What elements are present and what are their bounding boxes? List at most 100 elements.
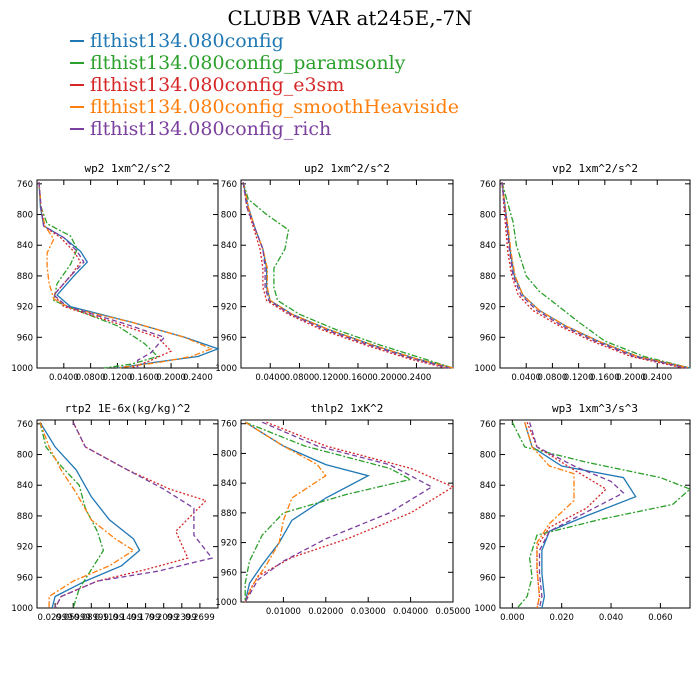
x-tick-label: 0.1600	[590, 373, 620, 383]
legend-line-icon	[70, 40, 84, 42]
plot-frame	[36, 179, 219, 369]
series-line	[501, 182, 691, 369]
plot-frame	[240, 419, 454, 603]
legend-line-icon	[70, 106, 84, 108]
y-tick-label: 880	[480, 512, 496, 522]
x-tick-label: 0.000	[500, 613, 524, 623]
figure-title: CLUBB VAR at245E,-7N	[227, 6, 473, 30]
series-line	[39, 421, 141, 609]
series-line	[39, 422, 105, 609]
legend-entry: flthist134.080config	[70, 30, 459, 52]
y-tick-label: 1000	[474, 364, 496, 374]
y-tick-label: 920	[480, 543, 496, 553]
y-tick-label: 760	[17, 180, 33, 190]
x-tick-label: 0.08999	[74, 613, 109, 623]
y-tick-label: 840	[17, 481, 33, 491]
legend-entry: flthist134.080config_rich	[70, 118, 459, 140]
plot-frame	[36, 419, 219, 609]
y-tick-label: 960	[480, 573, 496, 583]
legend-line-icon	[70, 62, 84, 64]
x-tick-label: 0.1200	[564, 373, 594, 383]
y-tick-label: 840	[221, 241, 237, 251]
x-tick-label: 0.2000	[156, 373, 186, 383]
series-line	[242, 182, 454, 369]
series-line	[242, 182, 446, 369]
x-tick-label: 0.1600	[129, 373, 159, 383]
series-line	[501, 182, 691, 369]
y-tick-label: 760	[221, 180, 237, 190]
series-line	[242, 182, 454, 369]
x-tick-label: 0.05999	[56, 613, 91, 623]
x-tick-label: 0.2000	[616, 373, 646, 383]
x-tick-label: 0.1600	[343, 373, 373, 383]
legend-entry: flthist134.080config_smoothHeaviside	[70, 96, 459, 118]
y-tick-label: 920	[17, 303, 33, 313]
y-tick-label: 960	[17, 573, 33, 583]
y-tick-label: 960	[221, 333, 237, 343]
y-tick-label: 800	[480, 451, 496, 461]
x-tick-label: 0.060	[648, 613, 672, 623]
y-tick-label: 800	[480, 211, 496, 221]
x-tick-label: 0.0800	[285, 373, 315, 383]
x-tick-label: 0.1200	[314, 373, 344, 383]
legend-label: flthist134.080config_rich	[90, 118, 332, 140]
x-tick-label: 0.02999	[38, 613, 73, 623]
series-line	[524, 422, 575, 609]
y-tick-label: 760	[480, 180, 496, 190]
x-tick-label: 0.05000	[435, 607, 470, 617]
legend-entry: flthist134.080config_e3sm	[70, 74, 459, 96]
legend-label: flthist134.080config_smoothHeaviside	[90, 96, 459, 118]
series-line	[244, 421, 434, 603]
x-tick-label: 0.0400	[511, 373, 541, 383]
y-tick-label: 800	[221, 449, 237, 459]
series-line	[39, 422, 135, 608]
x-tick-label: 0.01000	[266, 607, 301, 617]
y-tick-label: 760	[17, 420, 33, 430]
y-tick-label: 800	[17, 211, 33, 221]
series-line	[38, 182, 159, 369]
panel-title: up2 1xm^2/s^2	[304, 162, 390, 175]
panel-title: thlp2 1xK^2	[311, 402, 384, 415]
series-line	[244, 421, 327, 603]
legend-label: flthist134.080config	[90, 30, 284, 52]
x-tick-label: 0.1499	[113, 613, 143, 623]
y-tick-label: 920	[221, 539, 237, 549]
x-tick-label: 0.1200	[103, 373, 133, 383]
plot-frame	[499, 179, 691, 369]
x-tick-label: 0.2400	[642, 373, 672, 383]
x-tick-label: 0.0400	[49, 373, 79, 383]
y-tick-label: 840	[480, 481, 496, 491]
series-line	[38, 182, 166, 368]
x-tick-label: 0.2400	[183, 373, 213, 383]
y-tick-label: 960	[480, 333, 496, 343]
x-tick-label: 0.03000	[351, 607, 386, 617]
y-tick-label: 880	[17, 272, 33, 282]
x-tick-label: 0.1799	[131, 613, 161, 623]
y-tick-label: 800	[221, 211, 237, 221]
series-line	[511, 422, 692, 609]
x-tick-label: 0.020	[550, 613, 574, 623]
legend-entry: flthist134.080config_paramsonly	[70, 52, 459, 74]
y-tick-label: 760	[221, 420, 237, 430]
series-line	[501, 182, 687, 369]
series-line	[244, 421, 413, 602]
panel-title: wp3 1xm^3/s^3	[552, 402, 638, 415]
series-line	[528, 422, 625, 609]
series-line	[501, 182, 684, 369]
x-tick-label: 0.040	[599, 613, 623, 623]
y-tick-label: 960	[221, 568, 237, 578]
y-tick-label: 1000	[11, 364, 33, 374]
x-tick-label: 0.2000	[372, 373, 402, 383]
series-line	[54, 422, 208, 609]
legend-label: flthist134.080config_paramsonly	[90, 52, 406, 74]
y-tick-label: 920	[17, 543, 33, 553]
series-line	[242, 182, 454, 369]
panel-title: vp2 1xm^2/s^2	[552, 162, 638, 175]
x-tick-label: 0.0800	[76, 373, 106, 383]
y-tick-label: 840	[221, 479, 237, 489]
legend-line-icon	[70, 128, 84, 130]
series-line	[244, 421, 455, 603]
y-tick-label: 760	[480, 420, 496, 430]
x-tick-label: 0.2399	[167, 613, 197, 623]
panel-title: rtp2 1E-6x(kg/kg)^2	[65, 402, 191, 415]
